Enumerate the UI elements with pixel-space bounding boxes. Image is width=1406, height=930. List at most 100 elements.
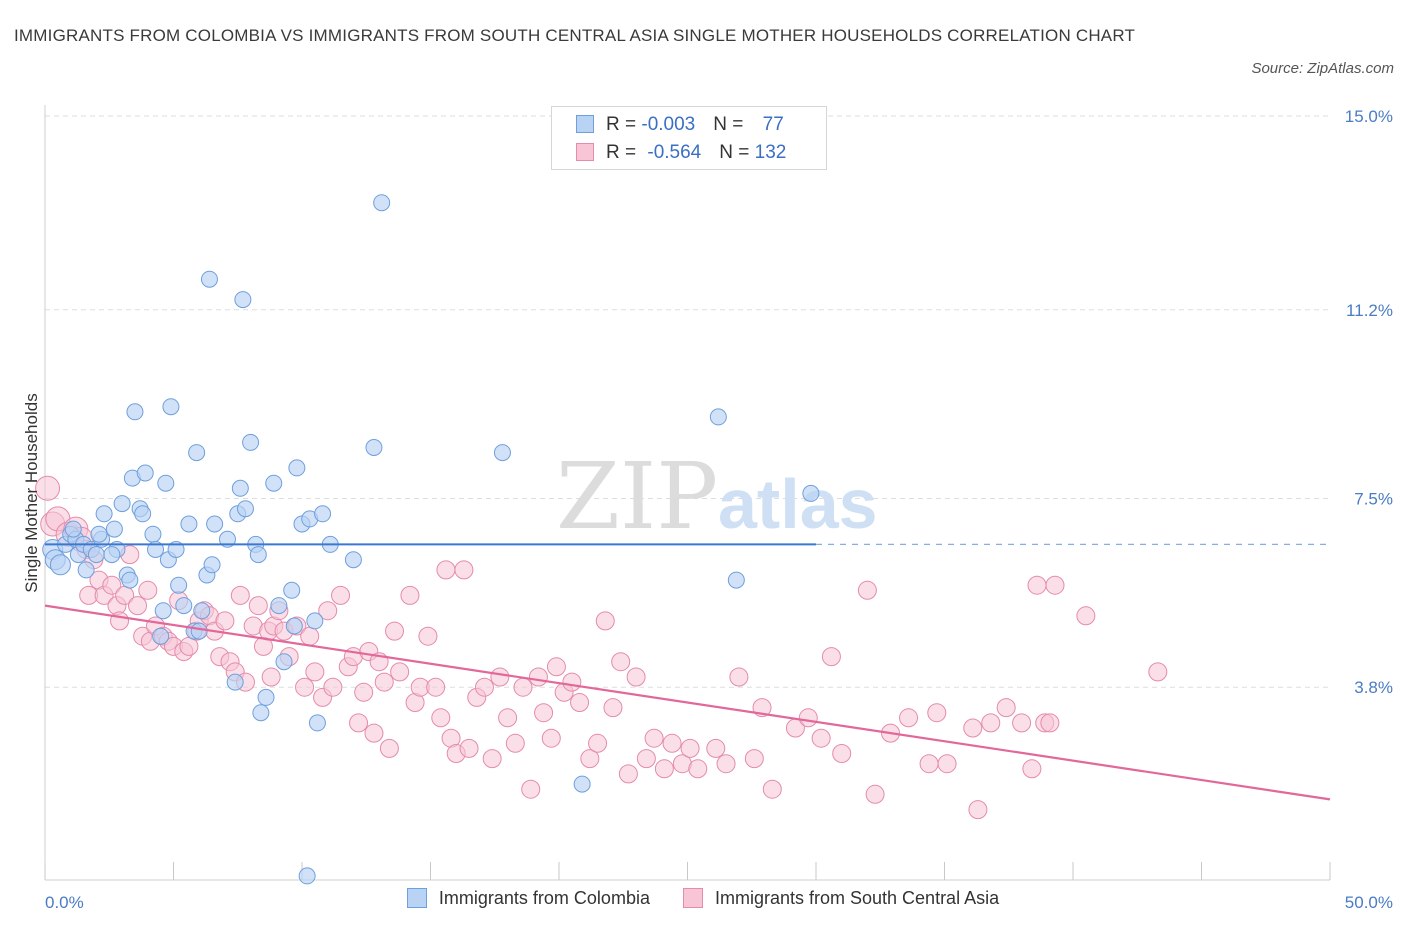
data-point-pink [498, 708, 518, 728]
data-point-pink [295, 677, 315, 697]
data-point-pink [482, 749, 502, 769]
legend-row-south-central-asia: R = -0.564 N = 132 [576, 142, 786, 166]
y-tick-label: 3.8% [1354, 678, 1393, 697]
data-point-pink [611, 652, 631, 672]
data-point-blue [180, 515, 198, 533]
data-point-blue [252, 704, 270, 722]
trend-lines [44, 543, 1331, 801]
data-point-pink [374, 672, 394, 692]
data-point-blue [190, 622, 208, 640]
data-point-blue [126, 403, 144, 421]
data-point-blue [49, 554, 71, 576]
chart-title: IMMIGRANTS FROM COLOMBIA VS IMMIGRANTS F… [14, 26, 1136, 45]
legend-label-south-central-asia: Immigrants from South Central Asia [714, 888, 1000, 908]
correlation-legend: R = -0.003 N = 77 R = -0.564 N = 132 [551, 106, 827, 170]
data-point-pink [832, 744, 852, 763]
data-point-pink [762, 779, 782, 799]
legend-item-south-central-asia[interactable]: Immigrants from South Central Asia [682, 888, 1000, 909]
data-point-blue [136, 464, 154, 482]
data-point-pink [261, 667, 281, 687]
data-point-pink [927, 703, 947, 723]
data-point-blue [365, 439, 383, 456]
data-point-pink [1022, 759, 1042, 779]
data-point-pink [390, 662, 410, 682]
data-point-blue [314, 505, 332, 523]
data-point-pink [305, 662, 325, 682]
data-point-pink [706, 738, 726, 758]
data-point-pink [580, 749, 600, 769]
data-point-blue [231, 479, 249, 497]
data-point-pink [379, 738, 399, 758]
data-point-pink [595, 611, 615, 631]
data-point-blue [373, 194, 391, 212]
data-point-blue [147, 541, 165, 558]
data-point-pink [385, 621, 405, 641]
data-point-pink [963, 718, 983, 738]
data-point-pink [349, 713, 369, 733]
legend-item-colombia[interactable]: Immigrants from Colombia [406, 888, 650, 909]
data-point-blue [270, 597, 288, 615]
data-point-pink [680, 738, 700, 758]
data-point-pink [798, 708, 818, 728]
data-point-blue [193, 602, 211, 620]
data-point-blue [218, 530, 236, 548]
data-point-pink [662, 733, 682, 753]
data-point-pink [729, 667, 749, 687]
data-point-blue [242, 433, 260, 451]
data-point-blue [154, 602, 172, 620]
legend-r-value: -0.003 [641, 114, 696, 135]
data-point-pink [248, 596, 268, 616]
data-point-pink [546, 657, 566, 677]
data-point-pink [230, 585, 250, 605]
data-point-pink [1076, 606, 1096, 626]
data-point-pink [128, 596, 148, 616]
data-point-pink [618, 764, 638, 784]
legend-label-colombia: Immigrants from Colombia [438, 888, 650, 908]
data-point-pink [570, 693, 590, 712]
data-point-blue [573, 775, 591, 793]
data-point-pink [454, 560, 474, 580]
data-point-pink [534, 703, 554, 723]
data-point-pink [744, 749, 764, 769]
data-point-blue [170, 576, 188, 594]
data-point-blue [234, 291, 252, 309]
data-point-blue [709, 408, 727, 426]
data-point-pink [562, 672, 582, 692]
data-point-pink [528, 667, 548, 687]
data-point-blue [285, 617, 303, 635]
data-point-pink [474, 677, 494, 697]
data-point-blue [265, 474, 283, 492]
trend-line-pink [44, 604, 1331, 801]
data-point-pink [968, 800, 988, 820]
tick-labels: 3.8% 7.5% 11.2% 15.0% 0.0% 50.0% [45, 107, 1393, 912]
data-point-pink [865, 784, 885, 804]
data-point-pink [981, 713, 1001, 733]
data-point-blue [167, 541, 185, 558]
data-point-pink [436, 560, 456, 580]
legend-r-label: R = [606, 114, 642, 135]
data-point-pink [1040, 713, 1060, 733]
data-point-blue [203, 556, 221, 574]
data-point-pink [102, 575, 122, 595]
data-point-blue [249, 546, 267, 564]
data-point-pink [505, 733, 525, 753]
series-legend: Immigrants from Colombia Immigrants from… [0, 888, 1406, 909]
data-point-pink [811, 728, 831, 748]
legend-row-colombia: R = -0.003 N = 77 [576, 114, 784, 138]
x-tick-label-min: 0.0% [45, 893, 84, 912]
legend-r-label: R = [606, 142, 642, 163]
data-point-blue [344, 551, 362, 569]
data-point-blue [113, 495, 131, 513]
data-point-pink [459, 738, 479, 758]
data-point-blue [226, 673, 244, 691]
data-point-blue [175, 597, 193, 615]
legend-n-label: N = [713, 114, 749, 135]
data-point-pink [688, 759, 708, 779]
data-point-blue [727, 571, 745, 589]
data-point-blue [493, 444, 511, 462]
data-point-pink [937, 754, 957, 774]
data-point-pink [35, 475, 61, 501]
data-point-blue [95, 505, 113, 523]
data-point-pink [821, 647, 841, 667]
